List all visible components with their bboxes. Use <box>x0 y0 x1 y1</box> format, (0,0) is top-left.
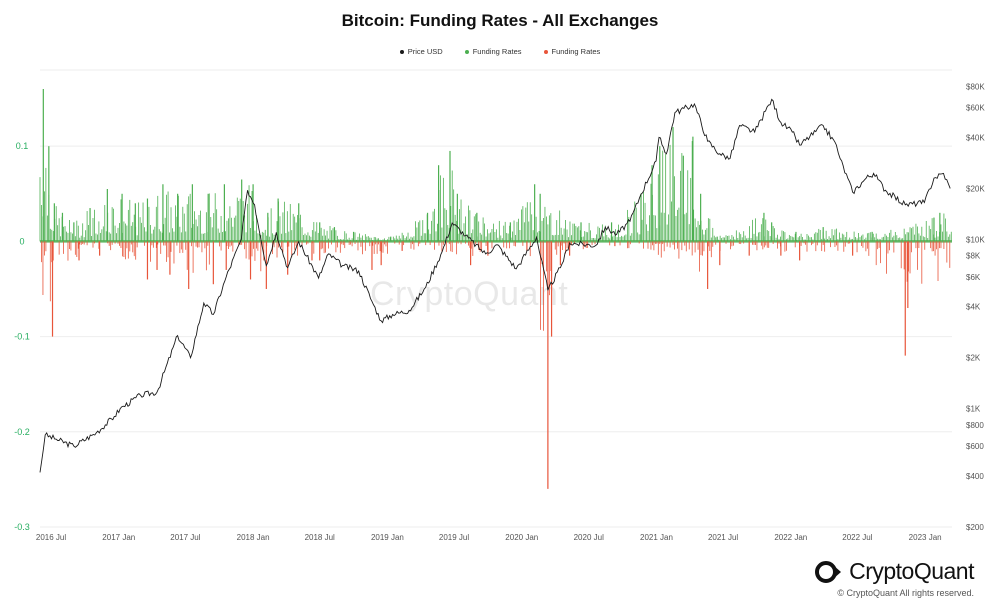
copyright-text: © CryptoQuant All rights reserved. <box>837 588 974 598</box>
price-line-layer <box>39 98 951 473</box>
y-right-tick-label: $10K <box>966 235 985 244</box>
y-right-tick-label: $800 <box>966 421 984 430</box>
brand-name: CryptoQuant <box>849 558 974 584</box>
y-right-tick-label: $600 <box>966 442 984 451</box>
y-left-tick-label: 0.1 <box>16 141 29 151</box>
legend-dot-funding-negative <box>543 49 548 54</box>
y-right-tick-label: $200 <box>966 523 984 532</box>
y-right-tick-label: $4K <box>966 303 981 312</box>
y-right-tick-label: $400 <box>966 472 984 481</box>
x-tick-label: 2021 Jul <box>708 533 738 542</box>
legend-label-funding-negative: Funding Rates <box>551 47 601 56</box>
x-tick-label: 2022 Jul <box>842 533 872 542</box>
price-usd-line <box>39 98 951 473</box>
grid-layer <box>40 69 952 528</box>
x-tick-label: 2019 Jul <box>439 533 469 542</box>
x-tick-label: 2018 Jan <box>237 533 270 542</box>
y-right-tick-label: $80K <box>966 82 985 91</box>
legend-item-funding-positive[interactable]: Funding Rates <box>464 47 522 56</box>
x-tick-label: 2020 Jul <box>574 533 604 542</box>
brand-logo: CryptoQuant <box>815 558 974 585</box>
legend-label-funding-positive: Funding Rates <box>472 47 522 56</box>
legend-dot-funding-positive <box>464 49 469 54</box>
y-right-tick-label: $2K <box>966 354 981 363</box>
x-tick-label: 2017 Jan <box>102 533 135 542</box>
x-tick-label: 2017 Jul <box>170 533 200 542</box>
legend-item-price[interactable]: Price USD <box>399 47 443 56</box>
y-right-tick-label: $6K <box>966 273 981 282</box>
axes-layer: 0.1 0 -0.1 -0.2 -0.3 $80K $60K $40K $20K $10K $8K $… <box>14 82 985 542</box>
y-left-tick-label: -0.1 <box>14 332 30 342</box>
x-tick-label: 2018 Jul <box>305 533 335 542</box>
x-tick-label: 2022 Jan <box>774 533 807 542</box>
legend-item-funding-negative[interactable]: Funding Rates <box>543 47 601 56</box>
cryptoquant-logo-icon <box>815 560 842 583</box>
x-tick-label: 2023 Jan <box>909 533 942 542</box>
legend: Price USD Funding Rates Funding Rates <box>0 47 1000 56</box>
funding-rate-bars <box>39 89 952 489</box>
x-tick-label: 2020 Jan <box>505 533 538 542</box>
y-left-tick-label: -0.3 <box>14 522 30 532</box>
legend-label-price: Price USD <box>407 47 443 56</box>
x-tick-label: 2016 Jul <box>36 533 66 542</box>
legend-dot-price <box>399 49 404 54</box>
x-tick-label: 2021 Jan <box>640 533 673 542</box>
y-right-tick-label: $40K <box>966 133 985 142</box>
x-tick-label: 2019 Jan <box>371 533 404 542</box>
y-right-tick-label: $8K <box>966 252 981 261</box>
y-right-tick-label: $1K <box>966 405 981 414</box>
y-right-tick-label: $60K <box>966 104 985 113</box>
y-right-tick-label: $20K <box>966 184 985 193</box>
y-left-tick-label: -0.2 <box>14 427 30 437</box>
y-left-tick-label: 0 <box>19 236 24 246</box>
chart-title: Bitcoin: Funding Rates - All Exchanges <box>341 11 659 30</box>
